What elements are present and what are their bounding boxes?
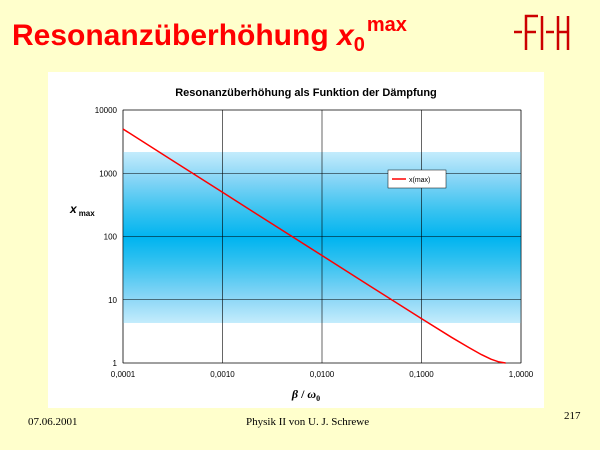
legend-box (387, 169, 447, 189)
x-tick-label: 0,0100 (310, 370, 335, 379)
chart-title: Resonanzüberhöhung als Funktion der Dämp… (175, 87, 437, 99)
page-number: 217 (564, 410, 581, 422)
slide-title-superscript: max (366, 14, 407, 36)
y-tick-label: 10 (108, 296, 117, 305)
x-tick-label: 0,0001 (111, 370, 136, 379)
footer-course: Physik II von U. J. Schrewe (246, 416, 370, 428)
x-tick-label: 0,1000 (409, 370, 434, 379)
y-tick-label: 100 (104, 233, 118, 242)
y-tick-label: 10000 (95, 106, 118, 115)
legend-label: x(max) (409, 177, 430, 184)
footer-date: 07.06.2001 (28, 416, 78, 428)
x-tick-label: 1,0000 (509, 370, 534, 379)
y-tick-label: 1 (113, 359, 118, 368)
slide-title-subscript: 0 (353, 34, 365, 56)
fh-logo (514, 14, 570, 50)
chart: Resonanzüberhöhung als Funktion der Dämp… (48, 72, 544, 408)
slide-title: Resonanzüberhöhung x0max (12, 14, 407, 57)
series-line-xmax (122, 128, 506, 364)
legend: x(max) (387, 169, 447, 189)
x-axis-label: β / ω0 (291, 387, 320, 403)
x-tick-label: 0,0010 (210, 370, 235, 379)
slide-title-symbol: x (337, 19, 354, 52)
slide-title-text: Resonanzüberhöhung (12, 19, 337, 52)
y-tick-label: 1000 (99, 169, 117, 178)
y-axis-label: x max (69, 202, 95, 218)
